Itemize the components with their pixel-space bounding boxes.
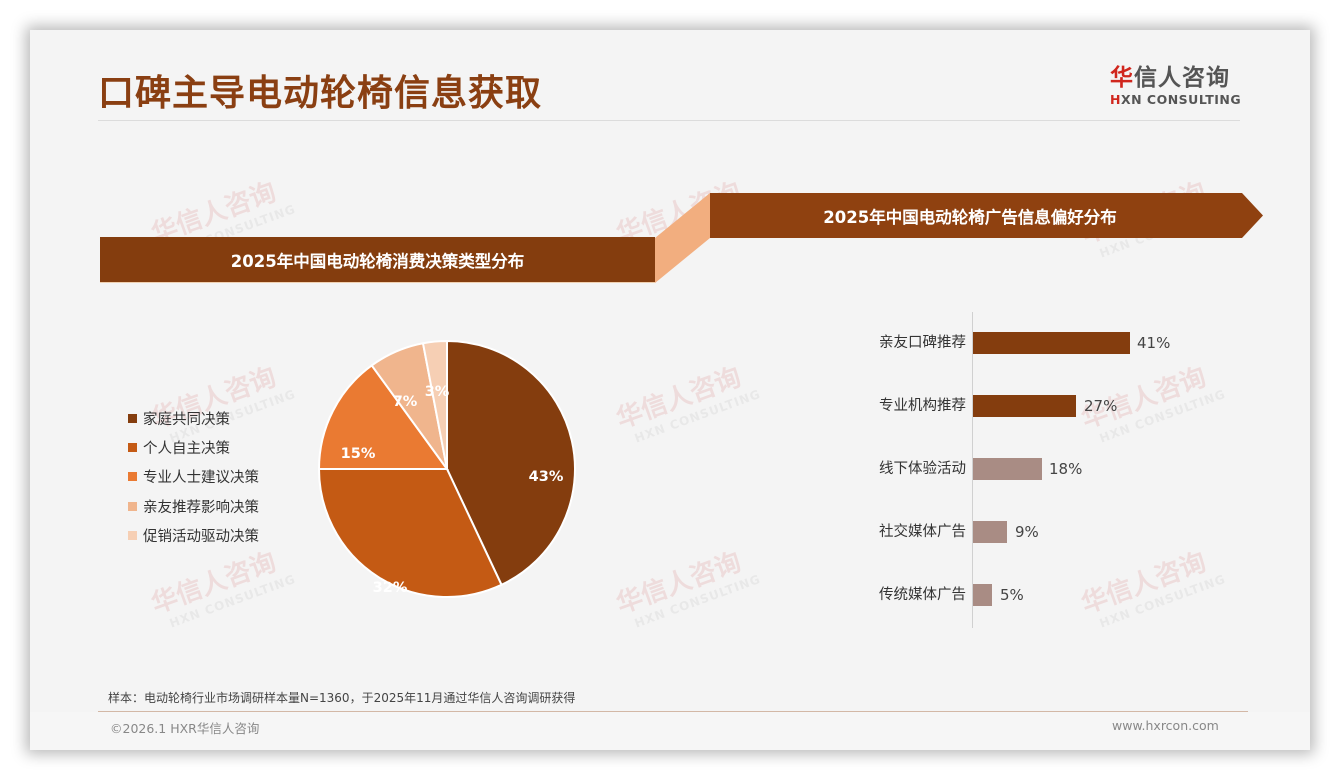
legend-swatch [128,414,137,424]
pie-chart: 43% 32% 15% 7% 3% [310,333,580,603]
footer-band [30,712,1310,750]
legend-item: 家庭共同决策 [128,404,259,433]
pie-chart-svg [317,339,576,598]
legend-swatch [128,530,137,540]
bar-chart: 亲友口碑推荐 41% 专业机构推荐 27% 线下体验活动 18% 社交媒体广告 … [840,312,1260,628]
legend-item: 个人自主决策 [128,433,259,462]
banner-arrow-shape [710,193,1263,238]
bar-row: 社交媒体广告 9% [879,521,1039,543]
website-link[interactable]: www.hxrcon.com [1112,718,1219,733]
pie-slice [421,339,448,470]
bar [973,584,992,606]
legend-swatch [128,501,137,511]
sample-note: 样本：电动轮椅行业市场调研样本量N=1360，于2025年11月通过华信人咨询调… [108,691,576,705]
logo-chinese: 华信人咨询 [1110,65,1230,91]
legend-swatch [128,472,137,482]
banner-connector-shape [655,193,710,283]
bar [973,332,1130,354]
copyright-text: ©2026.1 HXR华信人咨询 [110,721,260,736]
legend-item: 促销活动驱动决策 [128,521,259,550]
footer-divider [98,711,1248,712]
pie-label: 43% [528,469,564,485]
bar-row: 专业机构推荐 27% [879,395,1118,417]
bar [973,458,1042,480]
pie-label: 15% [340,446,376,462]
pie-legend: 家庭共同决策 个人自主决策 专业人士建议决策 亲友推荐影响决策 促销活动驱动决策 [128,404,259,550]
title-divider [98,120,1240,121]
pie-slice [446,339,576,587]
pie-label: 32% [372,580,408,596]
page-title: 口碑主导电动轮椅信息获取 [98,73,543,114]
legend-swatch [128,443,137,453]
pie-chart-banner: 2025年中国电动轮椅消费决策类型分布 [100,237,655,282]
bar-row: 亲友口碑推荐 41% [879,332,1171,354]
bar [973,521,1007,543]
bar-axis [972,312,973,628]
bar-row: 传统媒体广告 5% [879,584,1024,606]
pie-slice [317,468,503,598]
logo-english: HXN CONSULTING [1110,92,1242,107]
legend-item: 专业人士建议决策 [128,462,259,491]
bar-row: 线下体验活动 18% [879,458,1083,480]
pie-slice [317,364,449,470]
pie-label: 3% [424,384,450,400]
bar [973,395,1076,417]
legend-item: 亲友推荐影响决策 [128,492,259,521]
bar-chart-banner: 2025年中国电动轮椅广告信息偏好分布 [710,193,1265,238]
pie-label: 7% [392,394,418,410]
company-logo: 华信人咨询 HXN CONSULTING [1110,64,1250,108]
